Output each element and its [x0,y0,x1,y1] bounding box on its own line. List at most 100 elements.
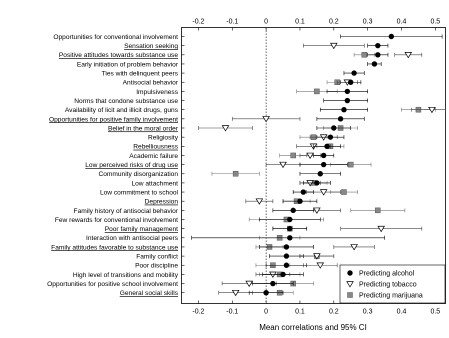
point-triangle [262,116,270,123]
category-label: Low attachment [131,180,178,187]
category-label: Sensation seeking [124,43,178,50]
category-label: Community disorganization [98,171,178,178]
point-square [361,52,368,58]
category-label: Early initiation of problem behavior [77,61,179,68]
x-tick-label-top: 0.1 [295,19,305,26]
point-circle [270,280,276,287]
x-tick-label-top: -0.2 [192,19,204,26]
series-circle [191,33,443,296]
category-label: Depression [145,199,179,206]
x-tick-label-top: 0.5 [430,19,440,26]
category-label: Family history of antisocial behavior [74,208,179,215]
point-circle [320,161,327,168]
point-circle [375,52,381,58]
category-label: Ties with delinquent peers [102,71,179,78]
point-circle [287,216,293,223]
point-triangle [306,152,314,160]
x-tick-label-top: 0 [264,19,268,26]
x-tick-label-bottom: -0.2 [192,309,204,316]
point-circle [280,271,286,278]
point-square [290,152,296,159]
category-label: Low commitment to school [100,189,179,196]
point-triangle [255,198,264,205]
point-square [341,189,347,195]
series-layer [191,33,446,297]
point-circle [300,189,307,195]
category-label: Family conflict [136,254,178,261]
point-circle [341,107,347,113]
point-circle [320,152,327,159]
point-circle [263,290,269,296]
category-label: General social skills [120,290,179,297]
category-label: High level of transitions and mobility [73,272,179,279]
legend-marker-triangle [346,281,354,288]
x-tick-label-bottom: 0.5 [430,309,440,316]
x-tick-label-top: -0.1 [226,19,238,26]
x-tick-label-top: 0.3 [363,19,373,26]
point-triangle [279,161,287,169]
category-label: Family attitudes favorable to substance … [51,244,178,251]
category-label: Opportunities for positive school involv… [47,281,178,288]
x-tick-label-bottom: 0.3 [363,309,373,316]
point-triangle [313,207,321,214]
point-triangle [313,253,321,260]
point-circle [337,116,344,122]
series-triangle [198,42,446,297]
category-label: Rebelliousness [133,144,178,151]
category-label: Opportunities for conventional involveme… [53,34,178,41]
point-triangle [221,125,230,132]
point-circle [388,33,395,40]
category-label: Belief in the moral order [108,125,179,132]
category-label: Few rewards for conventional involvement [55,217,178,224]
point-circle [283,244,290,250]
category-label: Positive attitudes towards substance use [59,52,178,59]
category-label: Low perceived risks of drug use [85,162,178,169]
point-circle [287,225,293,232]
point-circle [327,134,334,140]
point-circle [375,42,381,49]
legend-marker-circle [347,270,353,276]
legend-marker-square [347,292,353,298]
point-circle [351,70,357,76]
point-triangle [350,244,358,251]
point-triangle [319,189,328,196]
point-square [232,171,239,177]
point-circle [283,253,290,259]
x-axis-title: Mean correlations and 95% CI [259,323,367,332]
x-tick-label-top: 0.2 [329,19,339,26]
category-labels: Opportunities for conventional involveme… [47,34,185,297]
legend: Predicting alcohol Predicting tobacco Pred… [339,264,446,304]
point-triangle [377,225,386,233]
point-square [314,88,320,95]
point-circle [314,180,320,186]
category-label: Opportunities for positive family involv… [49,116,178,123]
point-triangle [231,289,240,297]
point-circle [344,97,351,104]
plot-frame [181,27,446,304]
category-label: Interaction with antisocial peers [86,235,179,242]
x-axis-top: -0.2 -0.1 0 0.1 0.2 0.3 0.4 0.5 [192,19,440,31]
x-tick-label-bottom: 0 [264,309,268,316]
point-square [347,161,354,168]
point-circle [331,125,337,131]
point-square [375,207,381,214]
category-label: Availability of licit and illicit drugs,… [65,107,179,114]
point-triangle [428,106,436,114]
legend-label: Predicting alcohol [359,271,415,278]
point-circle [283,262,290,268]
category-label: Norms that condone substance use [74,98,178,105]
point-triangle [316,262,325,269]
category-label: Impulsiveness [136,89,178,96]
point-circle [324,143,330,149]
point-circle [344,88,351,95]
point-circle [371,61,378,67]
category-label: Academic failure [129,153,178,160]
point-triangle [329,42,338,50]
legend-box [339,264,446,304]
category-label: Poor family management [105,226,178,233]
point-circle [297,198,303,204]
point-circle [348,79,354,85]
x-tick-label-top: 0.4 [397,19,407,26]
x-tick-label-bottom: 0.1 [295,309,305,316]
